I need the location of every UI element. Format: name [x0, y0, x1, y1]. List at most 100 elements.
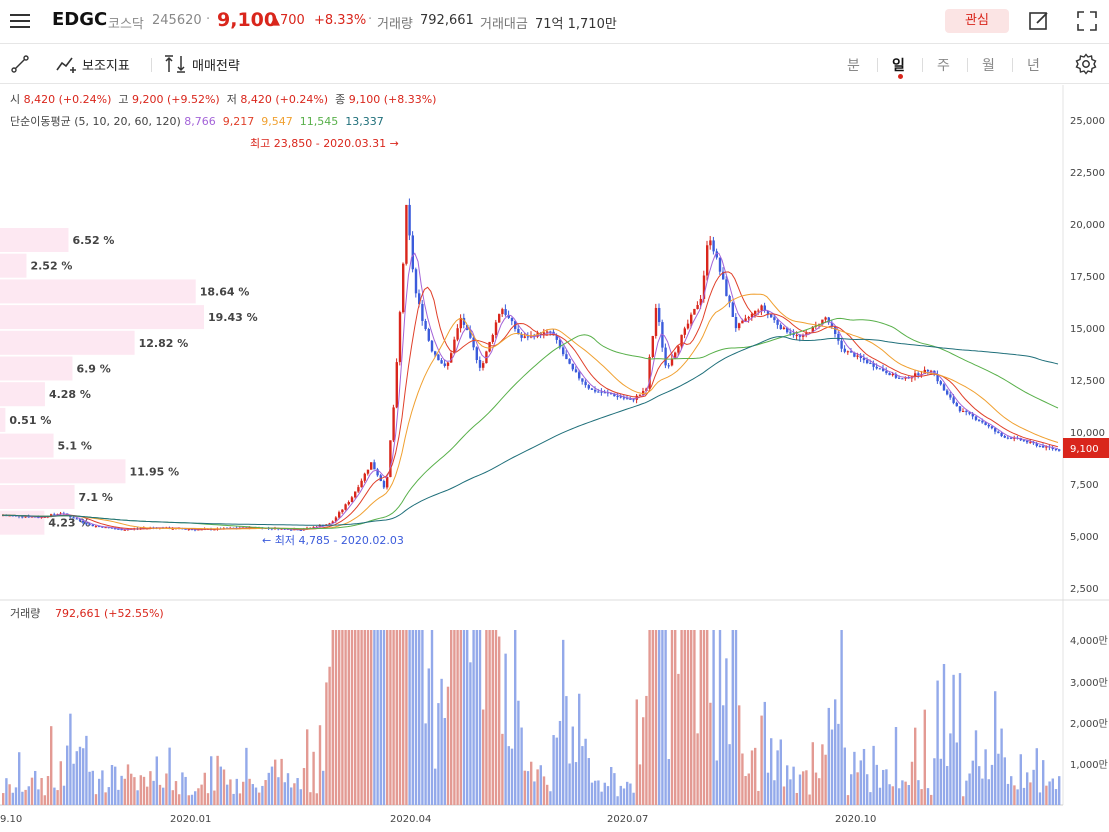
candle-body	[853, 352, 856, 357]
volume-bar	[821, 744, 824, 805]
volume-bar	[971, 760, 974, 805]
volume-bar	[165, 773, 168, 805]
volume-bar	[434, 768, 437, 805]
volume-bar	[210, 756, 213, 805]
candle-body	[446, 362, 450, 366]
volume-bar	[1035, 748, 1038, 805]
volume-bar	[485, 630, 488, 805]
candle-body	[798, 335, 802, 337]
candle-body	[949, 394, 952, 398]
candle-body	[792, 333, 795, 336]
candle-body	[456, 328, 459, 340]
volume-bar	[104, 792, 107, 805]
volume-bar	[846, 795, 850, 805]
volume-bar	[891, 786, 894, 805]
candle-body	[837, 333, 840, 341]
candle-body	[459, 317, 462, 329]
candle-body	[354, 491, 357, 498]
volume-bar	[341, 630, 344, 805]
period-week[interactable]: 주	[937, 58, 950, 74]
volume-bar	[549, 791, 552, 805]
volume-bar	[277, 777, 280, 805]
candle-body	[328, 523, 331, 525]
volume-bar	[162, 787, 165, 805]
candle-body	[510, 317, 514, 322]
volume-bar	[30, 777, 34, 805]
volume-bar	[542, 776, 546, 805]
volume-bar	[296, 778, 299, 805]
volume-bar	[834, 699, 837, 805]
volume-bar	[766, 772, 770, 805]
volume-bar	[318, 725, 322, 805]
volume-bar	[994, 691, 997, 805]
candle-body	[894, 374, 898, 378]
candle-body	[85, 522, 88, 525]
strategy-button[interactable]: 매매전략	[192, 59, 240, 74]
volume-bar	[366, 630, 370, 805]
volume-bar	[606, 786, 610, 805]
volume-bar	[72, 763, 75, 805]
candle-body	[840, 340, 843, 349]
volume-bar	[859, 760, 862, 805]
volume-bar	[981, 778, 984, 805]
volume-bar	[635, 699, 638, 805]
candle-body	[338, 512, 341, 518]
candle-body	[974, 416, 978, 420]
candle-body	[72, 517, 75, 519]
candle-body	[622, 397, 626, 399]
candle-body	[760, 305, 763, 311]
volume-profile-bar	[0, 382, 45, 407]
candle-body	[382, 480, 386, 488]
separator-dot: ·	[368, 12, 373, 27]
period-day[interactable]: 일	[892, 58, 905, 74]
edit-icon[interactable]	[1028, 10, 1050, 32]
settings-gear-icon[interactable]	[1075, 53, 1097, 75]
price-chart[interactable]: 6.52 %2.52 % 18.64 % 19.43 % 12.82 % 6.9 % 4.…	[0, 85, 1109, 832]
current-price-tag: 9,100	[1070, 444, 1099, 455]
open-label: 시	[10, 93, 21, 106]
strategy-icon[interactable]	[163, 54, 187, 74]
candle-body	[706, 245, 709, 276]
candle-body	[971, 413, 974, 417]
low-label: 저	[226, 93, 237, 106]
volume-panel-label: 거래량	[10, 607, 40, 620]
candle-body	[520, 333, 523, 338]
candle-body	[917, 373, 920, 376]
volume-panel-value: 792,661 (+52.55%)	[55, 607, 164, 620]
indicator-button[interactable]: 보조지표	[82, 59, 130, 74]
candle-body	[776, 320, 779, 325]
separator-dot: ·	[206, 12, 211, 27]
candle-body	[875, 366, 878, 369]
volume-bar	[914, 727, 917, 805]
favorite-button[interactable]: 관심	[945, 9, 1009, 33]
time-axis-tick-label: 2020.07	[607, 814, 648, 825]
volume-bar	[466, 630, 469, 805]
volume-bar	[990, 764, 994, 805]
period-divider	[967, 58, 968, 72]
candle-body	[981, 420, 984, 423]
volume-bar	[331, 630, 334, 805]
volume-bar	[226, 784, 229, 805]
volume-profile-label: 5.1 %	[58, 440, 92, 453]
candle-body	[437, 354, 440, 361]
volume-bar	[709, 702, 712, 805]
fullscreen-icon[interactable]	[1076, 10, 1098, 32]
candle-body	[696, 305, 699, 309]
menu-icon[interactable]	[10, 11, 30, 31]
moving-average-line	[1, 293, 1059, 530]
volume-bar	[827, 707, 830, 805]
candle-body	[472, 337, 475, 348]
volume-bar	[232, 793, 235, 805]
volume-bar	[885, 769, 888, 805]
period-month[interactable]: 월	[982, 58, 995, 74]
period-minute[interactable]: 분	[847, 58, 860, 74]
max-price-annotation: 최고 23,850 - 2020.03.31 →	[250, 137, 399, 150]
volume-bar	[658, 630, 661, 805]
volume-bar	[494, 630, 498, 805]
volume-profile-bar	[0, 305, 205, 330]
candle-body	[190, 529, 194, 531]
period-year[interactable]: 년	[1027, 58, 1040, 74]
indicator-icon[interactable]	[55, 54, 77, 74]
candle-body	[427, 328, 430, 341]
draw-line-icon[interactable]	[10, 54, 30, 74]
